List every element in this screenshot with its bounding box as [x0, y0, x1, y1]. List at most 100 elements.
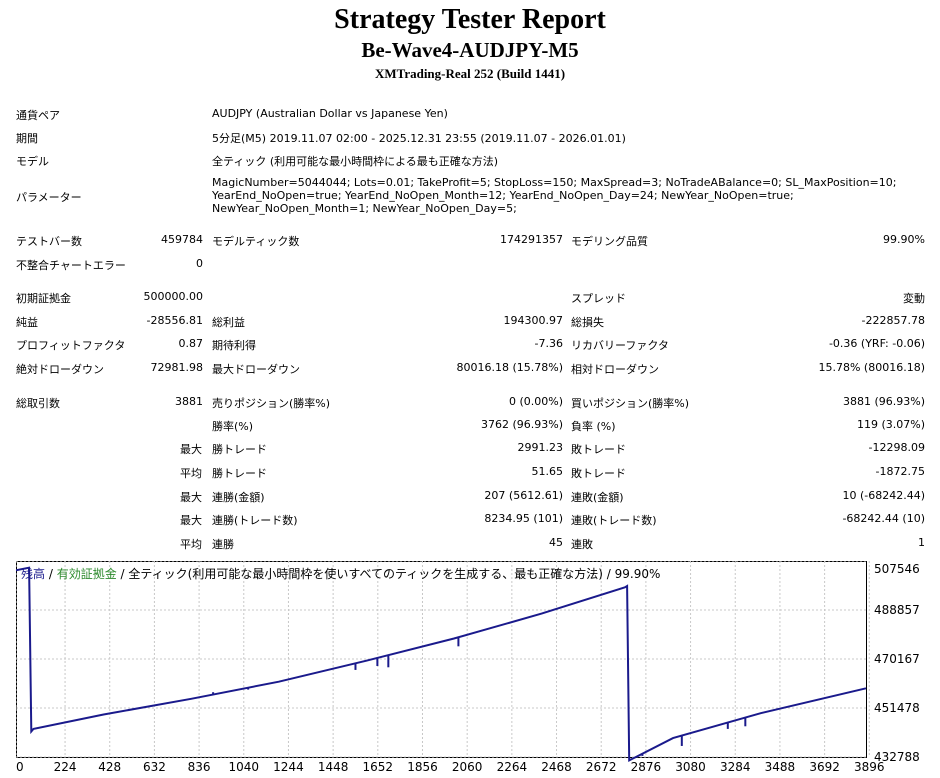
avg-cons-win-label: 連勝	[212, 538, 234, 551]
x-tick-label: 2060	[452, 760, 483, 774]
pf-value: 0.87	[178, 337, 204, 350]
max-dd-value: 80016.18 (15.78%)	[456, 361, 563, 374]
gross-loss-label: 総損失	[571, 316, 604, 329]
params-value: MagicNumber=5044044; Lots=0.01; TakeProf…	[212, 176, 897, 215]
expected-label: 期待利得	[212, 339, 256, 352]
legend-model: 全ティック(利用可能な最小時間枠を使いすべてのティックを生成する、最も正確な方法…	[128, 567, 661, 581]
pf-label: プロフィットファクタ	[16, 339, 126, 352]
gross-profit-label: 総利益	[212, 316, 245, 329]
trades-value: 3881	[175, 395, 203, 408]
avg-loss-value: -1872.75	[875, 465, 925, 478]
expected-value: -7.36	[534, 337, 563, 350]
net-label: 純益	[16, 316, 38, 329]
x-tick-label: 2876	[631, 760, 662, 774]
avg-cons-win-value: 45	[549, 536, 563, 549]
abs-dd-label: 絶対ドローダウン	[16, 363, 104, 376]
recovery-label: リカバリーファクタ	[571, 339, 669, 352]
avg-win-value: 51.65	[531, 465, 564, 478]
x-tick-label: 1652	[363, 760, 394, 774]
avg-label: 平均	[180, 538, 202, 551]
y-tick-label: 488857	[874, 603, 920, 617]
max-cons-win-label: 連勝(金額)	[212, 491, 265, 504]
deposit-value: 500000.00	[143, 290, 204, 303]
report-title: Strategy Tester Report	[334, 4, 606, 35]
ticks-value: 174291357	[500, 233, 563, 246]
y-tick-label: 432788	[874, 750, 920, 764]
quality-value: 99.90%	[883, 233, 925, 246]
mismatch-label: 不整合チャートエラー	[16, 259, 126, 272]
legend-balance: 残高	[21, 567, 46, 581]
avg-cons-loss-value: 1	[918, 536, 925, 549]
x-tick-label: 836	[188, 760, 211, 774]
gross-profit-value: 194300.97	[503, 314, 564, 327]
x-tick-label: 2264	[497, 760, 528, 774]
x-tick-label: 0	[16, 760, 24, 774]
max-cons-win-value: 207 (5612.61)	[484, 489, 563, 502]
y-tick-label: 507546	[874, 562, 920, 576]
balance-chart: 507546 488857 470167 451478 432788 0 224 428 632…	[16, 561, 920, 774]
long-value: 3881 (96.93%)	[842, 395, 925, 408]
avg-label: 平均	[180, 467, 202, 480]
best-value: 2991.23	[517, 441, 564, 454]
x-tick-label: 1040	[229, 760, 260, 774]
chart-legend: 残高 / 有効証拠金 / 全ティック(利用可能な最小時間枠を使いすべてのティック…	[21, 565, 660, 582]
x-tick-label: 2468	[541, 760, 572, 774]
win-label: 勝率(%)	[212, 420, 254, 433]
balance-line	[16, 566, 867, 763]
short-label: 売りポジション(勝率%)	[212, 397, 331, 410]
symbol-value: AUDJPY (Australian Dollar vs Japanese Ye…	[212, 107, 448, 120]
loss-value: 119 (3.07%)	[856, 418, 925, 431]
server-info: XMTrading-Real 252 (Build 1441)	[374, 66, 566, 81]
y-tick-label: 451478	[874, 701, 920, 715]
loss-label: 負率 (%)	[571, 420, 616, 433]
win-value: 3762 (96.93%)	[480, 418, 563, 431]
max-label: 最大	[180, 491, 202, 504]
x-tick-label: 1448	[318, 760, 349, 774]
short-value: 0 (0.00%)	[508, 395, 563, 408]
worst-label: 敗トレード	[571, 443, 626, 456]
recovery-value: -0.36 (YRF: -0.06)	[828, 337, 925, 350]
max-cons-lossamt-value: -68242.44 (10)	[842, 512, 925, 525]
x-tick-label: 428	[98, 760, 121, 774]
gross-loss-value: -222857.78	[861, 314, 925, 327]
max-cons-profit-label: 連勝(トレード数)	[212, 514, 298, 527]
legend-sep-2: /	[116, 567, 129, 581]
spread-label: スプレッド	[571, 292, 626, 305]
legend-sep-1: /	[45, 567, 57, 581]
x-tick-label: 1244	[273, 760, 304, 774]
period-label: 期間	[16, 132, 38, 145]
max-dd-label: 最大ドローダウン	[212, 363, 300, 376]
max-label: 最大	[180, 514, 202, 527]
x-tick-label: 3692	[809, 760, 840, 774]
model-label: モデル	[16, 155, 49, 168]
worst-value: -12298.09	[868, 441, 925, 454]
legend-equity: 有効証拠金	[56, 567, 117, 581]
avg-win-label: 勝トレード	[212, 467, 267, 480]
abs-dd-value: 72981.98	[150, 361, 204, 374]
model-value: 全ティック (利用可能な最小時間枠による最も正確な方法)	[212, 155, 499, 168]
max-cons-profit-value: 8234.95 (101)	[484, 512, 563, 525]
mismatch-value: 0	[196, 257, 203, 270]
symbol-label: 通貨ペア	[16, 109, 60, 122]
period-value: 5分足(M5) 2019.11.07 02:00 - 2025.12.31 23…	[212, 132, 626, 145]
rel-dd-label: 相対ドローダウン	[571, 363, 659, 376]
rel-dd-value: 15.78% (80016.18)	[818, 361, 925, 374]
report-subtitle: Be-Wave4-AUDJPY-M5	[361, 38, 579, 62]
avg-cons-loss-label: 連敗	[571, 538, 593, 551]
bars-label: テストバー数	[16, 235, 82, 248]
x-tick-label: 3896	[854, 760, 885, 774]
avg-loss-label: 敗トレード	[571, 467, 626, 480]
trades-label: 総取引数	[16, 397, 60, 410]
max-cons-lossamt-label: 連敗(トレード数)	[571, 514, 657, 527]
max-cons-loss-value: 10 (-68242.44)	[842, 489, 925, 502]
net-value: -28556.81	[146, 314, 203, 327]
x-tick-label: 224	[54, 760, 77, 774]
best-label: 勝トレード	[212, 443, 267, 456]
ticks-label: モデルティック数	[212, 235, 300, 248]
x-tick-label: 3284	[720, 760, 751, 774]
max-cons-loss-label: 連敗(金額)	[571, 491, 624, 504]
x-tick-label: 632	[143, 760, 166, 774]
long-label: 買いポジション(勝率%)	[571, 397, 690, 410]
spread-value: 変動	[903, 292, 925, 305]
y-tick-label: 470167	[874, 652, 920, 666]
